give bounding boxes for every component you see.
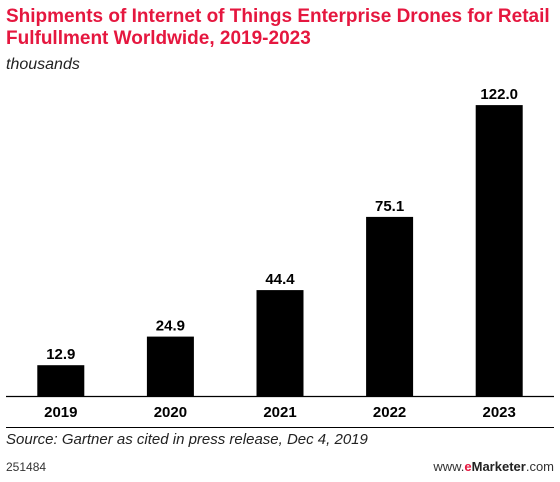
bar-2022 [366, 216, 414, 396]
data-label-2021: 44.4 [265, 271, 295, 288]
data-label-2023: 122.0 [480, 86, 518, 103]
chart-subtitle: thousands [6, 56, 80, 73]
brand-suffix: .com [525, 459, 554, 474]
emarketer-logo: www.eMarketer.com [433, 459, 554, 474]
data-label-2022: 75.1 [375, 198, 404, 215]
x-tick-2019: 2019 [44, 404, 77, 421]
data-label-2020: 24.9 [156, 318, 185, 335]
brand-marketer: Marketer [471, 459, 526, 474]
chart-title: Shipments of Internet of Things Enterpri… [6, 6, 550, 49]
brand-prefix: www. [433, 459, 465, 474]
x-tick-2023: 2023 [483, 404, 516, 421]
bar-2021 [256, 290, 304, 396]
x-tick-2021: 2021 [263, 404, 296, 421]
chart-id: 251484 [6, 460, 47, 474]
bar-2019 [37, 365, 85, 396]
bar-2020 [146, 336, 194, 396]
brand-e: e [464, 459, 472, 474]
data-label-2019: 12.9 [46, 346, 75, 363]
x-tick-2022: 2022 [373, 404, 406, 421]
bar-2023 [475, 105, 523, 396]
x-tick-2020: 2020 [154, 404, 187, 421]
source-note: Source: Gartner as cited in press releas… [6, 431, 368, 448]
